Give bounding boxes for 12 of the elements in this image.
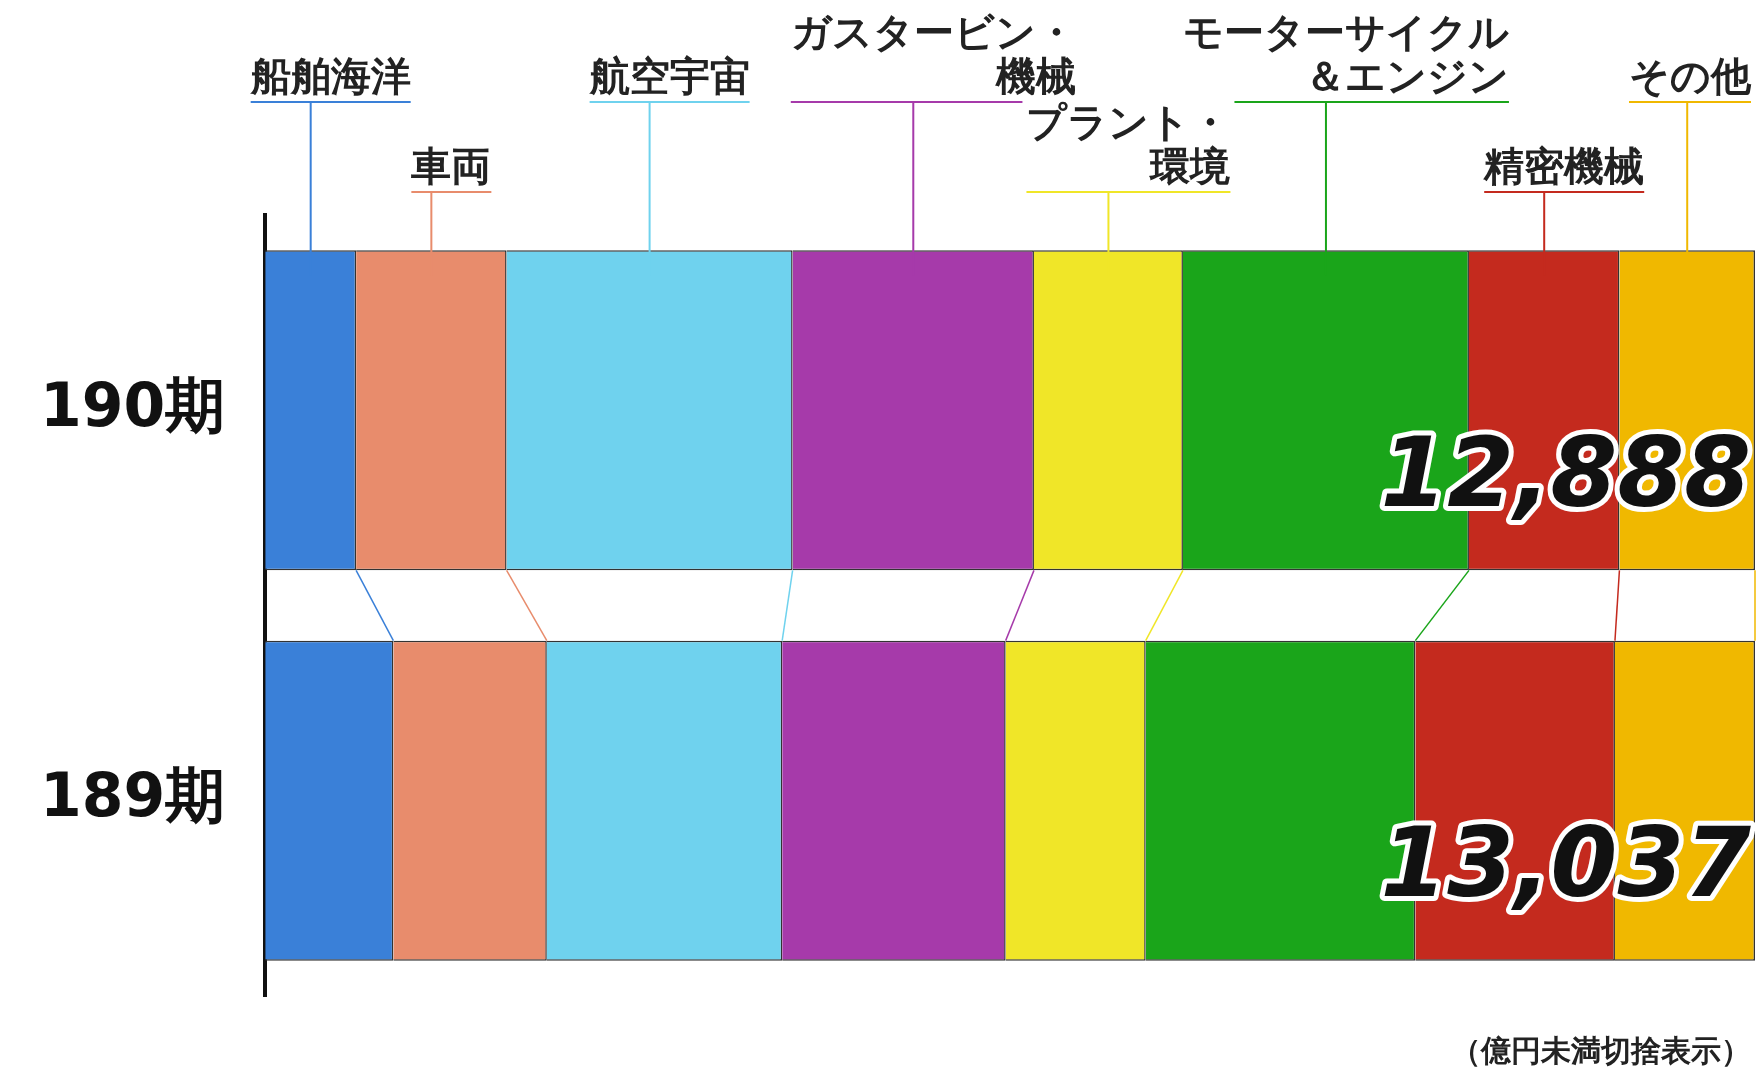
text: 船舶海洋 (249, 53, 411, 99)
annotation: 12,888 (1380, 416, 1751, 529)
series-label: プラント・環境 (1026, 99, 1231, 189)
series-label: 車両 (410, 143, 492, 189)
text: 航空宇宙 (588, 53, 750, 99)
series-label: 精密機械 (1483, 143, 1645, 189)
text: （億円未満切捨表示） (1451, 1032, 1751, 1068)
text: モーターサイクル＆エンジン (1182, 9, 1509, 99)
y-tick-label: 189期 (39, 760, 226, 831)
text: ガスタービン・機械 (790, 9, 1076, 99)
text: その他 (1629, 53, 1752, 99)
y-tick-label: 190期 (39, 369, 226, 440)
